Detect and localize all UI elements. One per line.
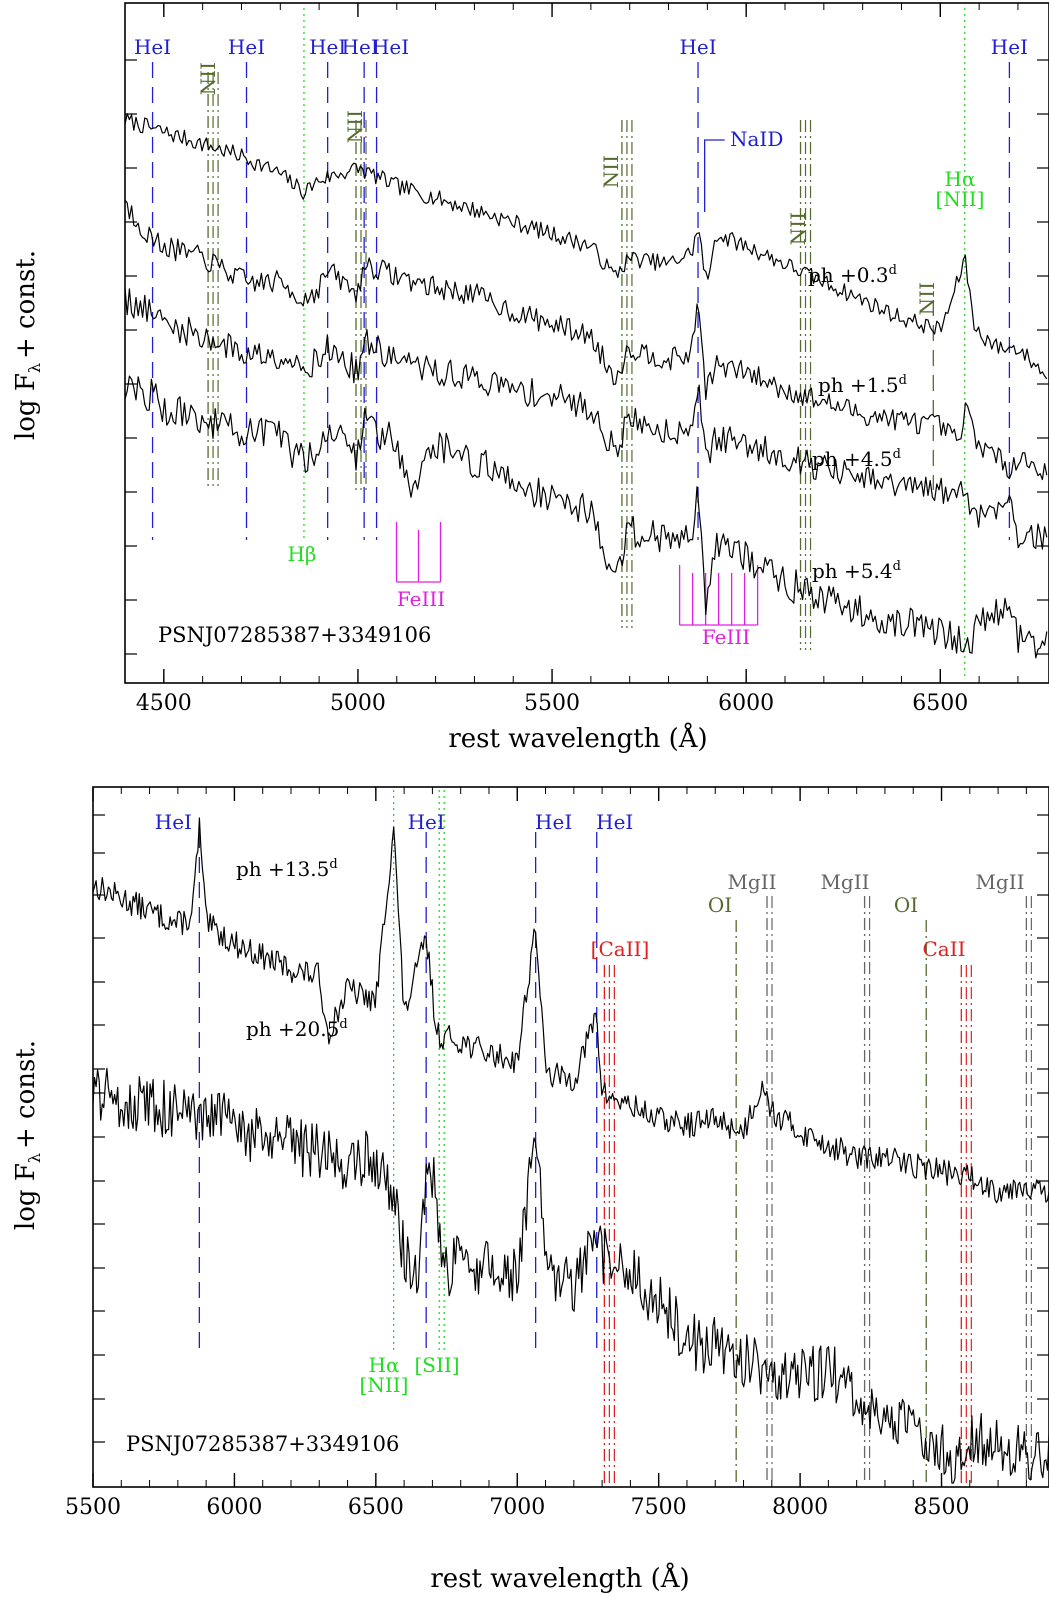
x-tick-label: 6500: [348, 1495, 404, 1520]
bottom-panel-frame: [92, 786, 1049, 1488]
mgii-label: MgII: [975, 870, 1024, 894]
naid-label: NaID: [730, 127, 783, 151]
bottom-panel-phase-labels: ph +13.5d ph +20.5d: [236, 857, 348, 1041]
phase-label: ph +5.4d: [812, 559, 901, 583]
nii-label: NII: [786, 212, 810, 245]
hei-label: HeI: [134, 35, 171, 59]
top-panel-object-name: PSNJ07285387+3349106: [158, 623, 431, 647]
hei-label: HeI: [679, 35, 716, 59]
x-tick-label: 5500: [524, 691, 580, 716]
spectrum-line: [124, 288, 1048, 550]
naid-marker: [703, 139, 725, 212]
bottom-panel-x-axis-title: rest wavelength (Å): [430, 1562, 689, 1594]
hei-label: HeI: [991, 35, 1028, 59]
top-panel-y-axis-title: log Fλ+ const.: [11, 250, 44, 440]
bottom-panel-ticks: 5500 6000 6500 7000 7500 8000 8500: [65, 787, 1049, 1520]
nii-label: NII: [915, 282, 939, 315]
x-tick-label: 6000: [718, 691, 774, 716]
hei-label: HeI: [309, 35, 346, 59]
-sii--label: [SII]: [414, 1353, 459, 1377]
oi-label: OI: [708, 893, 732, 917]
nii-label: NII: [196, 62, 220, 95]
hei-label: HeI: [228, 35, 265, 59]
phase-label: ph +0.3d: [808, 263, 897, 287]
caii-label: CaII: [922, 937, 965, 961]
x-tick-label: 8000: [772, 1495, 828, 1520]
hei-label: HeI: [535, 810, 572, 834]
nii-forbidden-label: [NII]: [360, 1373, 409, 1397]
oi-label: OI: [894, 893, 918, 917]
x-tick-label: 8500: [914, 1495, 970, 1520]
bottom-panel-object-name: PSNJ07285387+3349106: [126, 1432, 399, 1456]
hei-label: HeI: [155, 810, 192, 834]
h--label: Hα: [369, 1353, 400, 1377]
mgii-label: MgII: [727, 870, 776, 894]
mgii-label: MgII: [820, 870, 869, 894]
x-tick-label: 5500: [65, 1495, 121, 1520]
x-tick-label: 6500: [912, 691, 968, 716]
x-tick-label: 6000: [206, 1495, 262, 1520]
spectrum-line: [92, 817, 1049, 1204]
feiii-label: FeIII: [397, 587, 445, 611]
x-tick-label: 7500: [631, 1495, 687, 1520]
phase-label: ph +13.5d: [236, 857, 338, 881]
phase-label: ph +4.5d: [812, 447, 901, 471]
bottom-panel-y-axis-title: log Fλ+ const.: [11, 1040, 44, 1230]
top-panel-phase-labels: ph +0.3d ph +1.5d ph +4.5d ph +5.4d: [808, 263, 907, 583]
top-panel-ticks: 4500 5000 5500 6000 6500: [124, 3, 1049, 716]
top-panel-spectra: [124, 113, 1048, 659]
top-panel-x-axis-title: rest wavelength (Å): [448, 722, 707, 754]
feiii-label: FeIII: [702, 625, 750, 649]
nii-label: NII: [343, 110, 367, 143]
phase-label: ph +20.5d: [246, 1017, 348, 1041]
x-tick-label: 5000: [330, 691, 386, 716]
x-tick-label: 4500: [136, 691, 192, 716]
spectrum-line: [124, 113, 1048, 380]
nii-forbidden-label: [NII]: [936, 187, 985, 211]
h--label: Hα: [945, 167, 976, 191]
hei-label: HeI: [408, 810, 445, 834]
hei-label: HeI: [596, 810, 633, 834]
h--label: Hβ: [287, 542, 316, 566]
phase-label: ph +1.5d: [818, 373, 907, 397]
spectrum-line: [124, 375, 1048, 659]
spectrum-line: [92, 1067, 1049, 1484]
top-panel-frame: [124, 2, 1049, 684]
bottom-panel-spectra: [92, 817, 1049, 1484]
-caii--label: [CaII]: [591, 937, 650, 961]
nii-label: NII: [599, 155, 623, 188]
hei-label: HeI: [342, 35, 379, 59]
spectrum-line: [124, 199, 1048, 481]
x-tick-label: 7000: [489, 1495, 545, 1520]
hei-label: HeI: [372, 35, 409, 59]
